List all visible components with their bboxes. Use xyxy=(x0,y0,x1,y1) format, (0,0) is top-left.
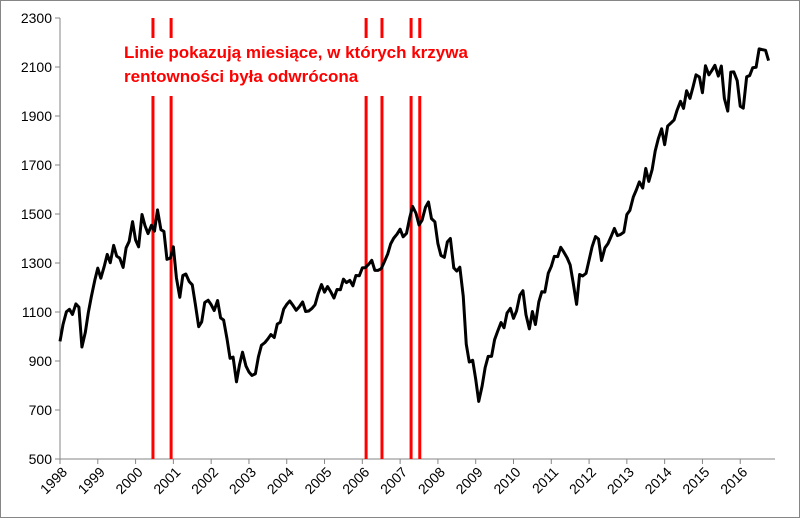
y-tick-label: 1500 xyxy=(21,206,52,222)
y-tick-label: 1700 xyxy=(21,157,52,173)
annotation-box xyxy=(113,38,498,96)
y-tick-label: 700 xyxy=(29,402,53,418)
y-tick-label: 1100 xyxy=(22,304,52,320)
y-tick-label: 1300 xyxy=(21,255,52,271)
y-tick-label: 1900 xyxy=(21,108,52,124)
data-line xyxy=(58,47,771,403)
y-tick-label: 2100 xyxy=(21,59,52,75)
y-tick-label: 500 xyxy=(29,451,53,467)
y-tick-label: 2300 xyxy=(21,10,52,26)
y-tick-label: 900 xyxy=(29,353,53,369)
annotation-text: rentowności była odwrócona xyxy=(124,67,359,86)
annotation-text: Linie pokazują miesiące, w których krzyw… xyxy=(124,43,468,62)
